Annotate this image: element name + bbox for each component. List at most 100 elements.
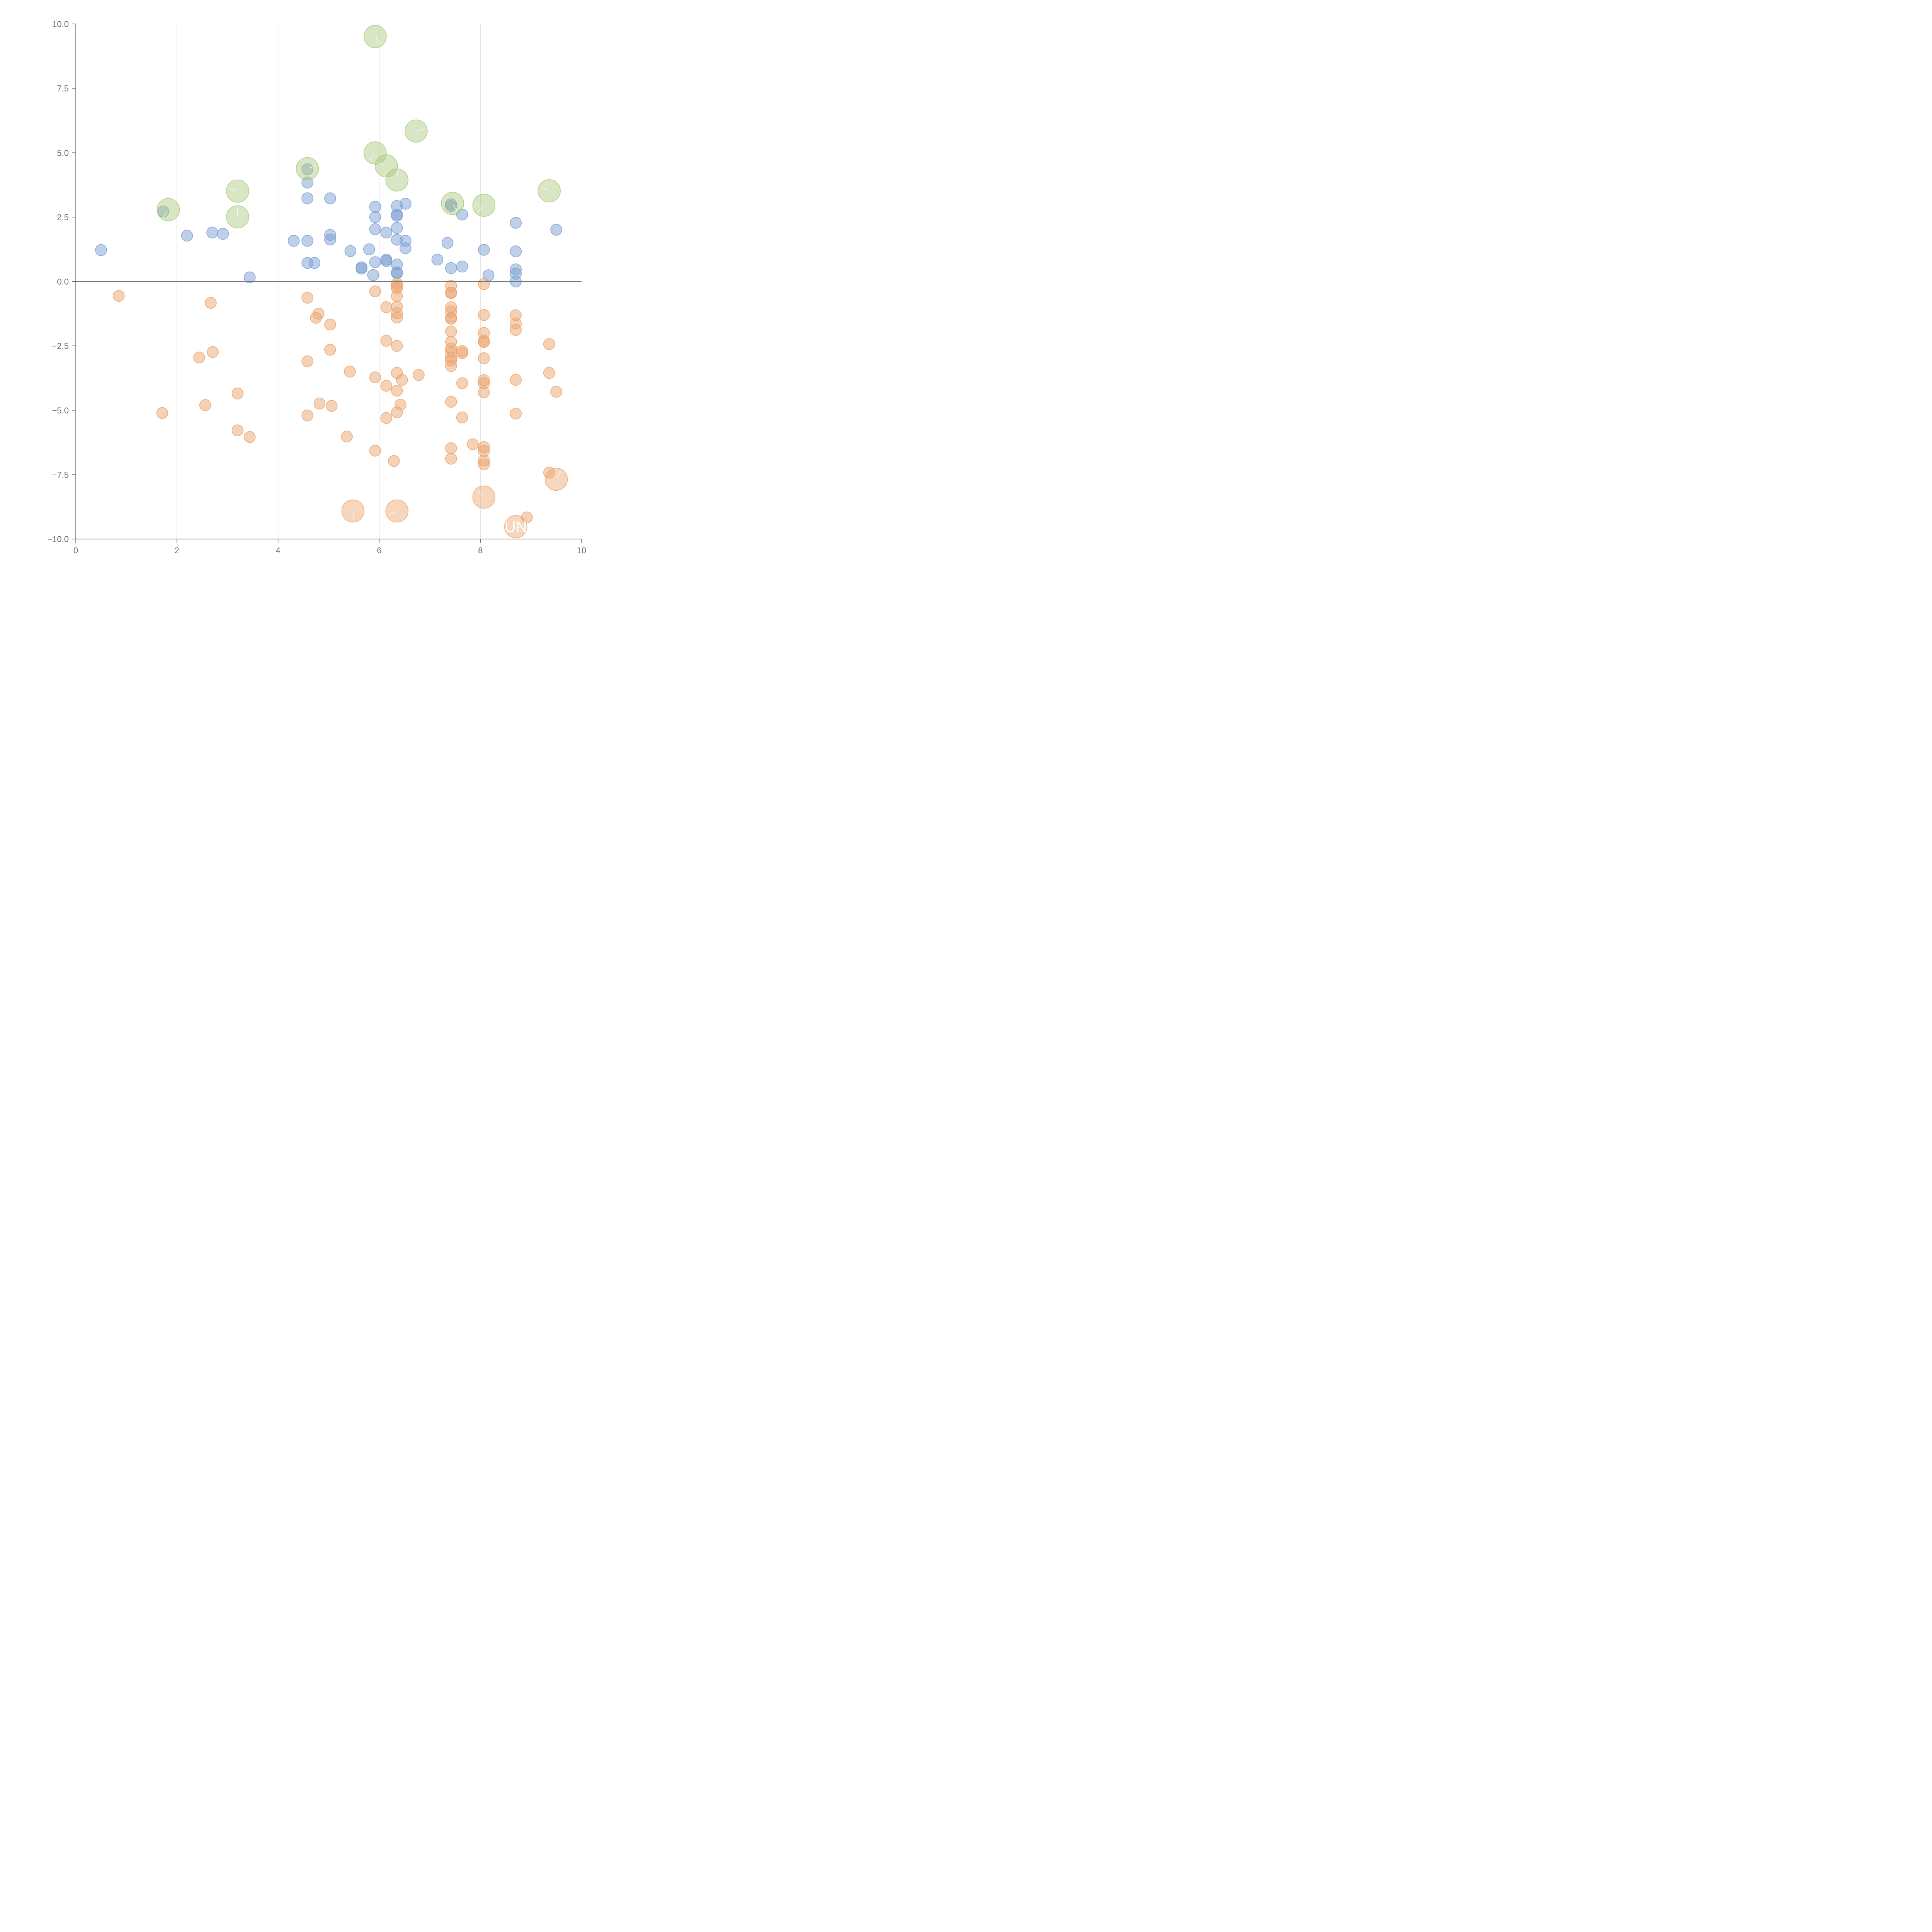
bubble-negative-point	[478, 352, 490, 364]
bubble-negative-large-point	[385, 499, 408, 523]
bubble-positive-point	[324, 192, 336, 204]
bubble-negative-point	[445, 396, 457, 408]
bubble-positive-point	[301, 192, 313, 204]
bubble-negative-point	[543, 338, 555, 350]
y-tick-label: 0.0	[57, 277, 69, 287]
bubble-chart: 10.07.55.02.50.0−2.5−5.0−7.5−10.00 2 4 6 8 10…	[47, 19, 586, 555]
bubble-negative-point	[369, 371, 381, 383]
bubble-negative-point	[324, 344, 336, 356]
bubble-positive-point	[441, 237, 454, 249]
bubble-positive-point	[287, 235, 300, 247]
bubble-positive-point	[431, 253, 444, 266]
bubble-positive-point	[301, 235, 313, 247]
bubble-negative-point	[380, 412, 392, 424]
bubble-negative-point	[310, 312, 322, 324]
bubble-positive-point	[391, 210, 403, 222]
x-tick-label: 6	[377, 546, 381, 555]
bubble-highlight-point	[472, 194, 496, 217]
bubble-negative-large-point	[472, 485, 496, 509]
bubble-negative-point	[301, 292, 313, 304]
bubble-highlight-point	[226, 179, 249, 203]
bubble-positive-point	[363, 243, 375, 255]
bubble-negative-point	[369, 285, 381, 298]
bubble-positive-point	[380, 226, 392, 239]
bubble-negative-point	[510, 408, 522, 420]
bubble-positive-point	[181, 230, 193, 242]
bubble-negative-point	[445, 325, 457, 338]
bubble-positive-point	[400, 197, 412, 210]
y-tick-label: −7.5	[52, 470, 69, 480]
bubble-negative-point	[467, 438, 479, 450]
bubble-negative-point	[380, 380, 392, 392]
bubble-negative-point	[207, 346, 219, 358]
y-tick-label: 5.0	[57, 148, 69, 158]
y-tick-label: −2.5	[52, 341, 69, 351]
bubble-leader-line	[228, 188, 236, 191]
bubble-positive-point	[456, 260, 468, 273]
bubble-positive-point	[369, 211, 381, 223]
x-tick-label: 10	[577, 546, 586, 555]
bubble-negative-point	[445, 452, 457, 465]
bubble-positive-point	[478, 244, 490, 256]
bubble-negative-point	[326, 400, 338, 412]
bubble-leader-line	[541, 186, 548, 190]
bubble-negative-point	[231, 424, 244, 436]
bubble-positive-point	[369, 201, 381, 213]
bubble-positive-point	[324, 233, 336, 246]
bubble-negative-point	[391, 384, 403, 397]
bubble-negative-point	[324, 318, 336, 331]
bubble-negative-point	[344, 366, 356, 378]
bubble-leader-line	[556, 471, 561, 478]
bubble-negative-point	[543, 466, 555, 479]
bubble-negative-point	[510, 324, 522, 336]
bubble-negative-point	[244, 431, 256, 443]
bubble-highlight-point	[364, 25, 387, 48]
bubble-positive-point	[391, 222, 403, 234]
annotations: UN	[505, 519, 527, 536]
bubble-negative-point	[521, 511, 533, 524]
bubble-positive-point	[380, 255, 392, 267]
bubble-positive-point	[244, 271, 256, 284]
bubble-leader-line	[453, 204, 457, 212]
bubble-negative-point	[396, 374, 408, 386]
bubble-negative-large-point	[341, 499, 365, 523]
y-tick-label: 2.5	[57, 213, 69, 222]
bubble-highlight-point	[441, 192, 464, 215]
y-tick-label: −10.0	[47, 534, 69, 544]
bubble-positive-point	[206, 226, 218, 239]
bubble-highlight-point	[226, 205, 249, 228]
bubble-positive-point	[510, 217, 522, 229]
bubble-negative-point	[301, 355, 313, 367]
bubble-negative-point	[543, 367, 555, 379]
bubble-negative-point	[388, 455, 400, 467]
bubble-positive-point	[369, 223, 381, 235]
bubble-leader-line	[376, 37, 381, 44]
bubble-leader-line	[353, 512, 355, 520]
bubble-positive-point	[367, 269, 379, 281]
axes: 10.0 7.5 5.0 2.5 0.0 −2.5 −5.0 −7.5 −10.0 0 2 4 6 8 10	[47, 19, 586, 555]
bubble-negative-point	[456, 347, 468, 359]
x-tick-label: 4	[276, 546, 280, 555]
bubble-negative-point	[341, 430, 353, 442]
bubble-negative-point	[510, 374, 522, 386]
x-tick-label: 0	[73, 546, 78, 555]
bubble-leader-line	[417, 129, 425, 131]
bubble-negative-point	[456, 377, 468, 389]
y-tick-label: −5.0	[52, 406, 69, 415]
bubble-leader-line	[369, 154, 375, 161]
bubble-positive-point	[510, 245, 522, 257]
bubble-positive-point	[95, 244, 107, 256]
bubble-negative-point	[456, 412, 468, 423]
bubble-leader-line	[477, 490, 483, 496]
bubble-highlight-point	[156, 198, 180, 221]
bubble-negative-point	[413, 369, 425, 381]
bubble-negative-point	[391, 340, 403, 352]
bubble-negative-point	[478, 278, 490, 290]
bubble-positive-point	[445, 262, 457, 274]
bubble-positive-point	[308, 257, 321, 269]
bubbles	[95, 25, 568, 538]
bubble-negative-point	[478, 458, 490, 470]
bubble-negative-point	[478, 309, 490, 321]
bubble-positive-point	[301, 163, 313, 175]
bubble-negative-point	[445, 287, 457, 299]
